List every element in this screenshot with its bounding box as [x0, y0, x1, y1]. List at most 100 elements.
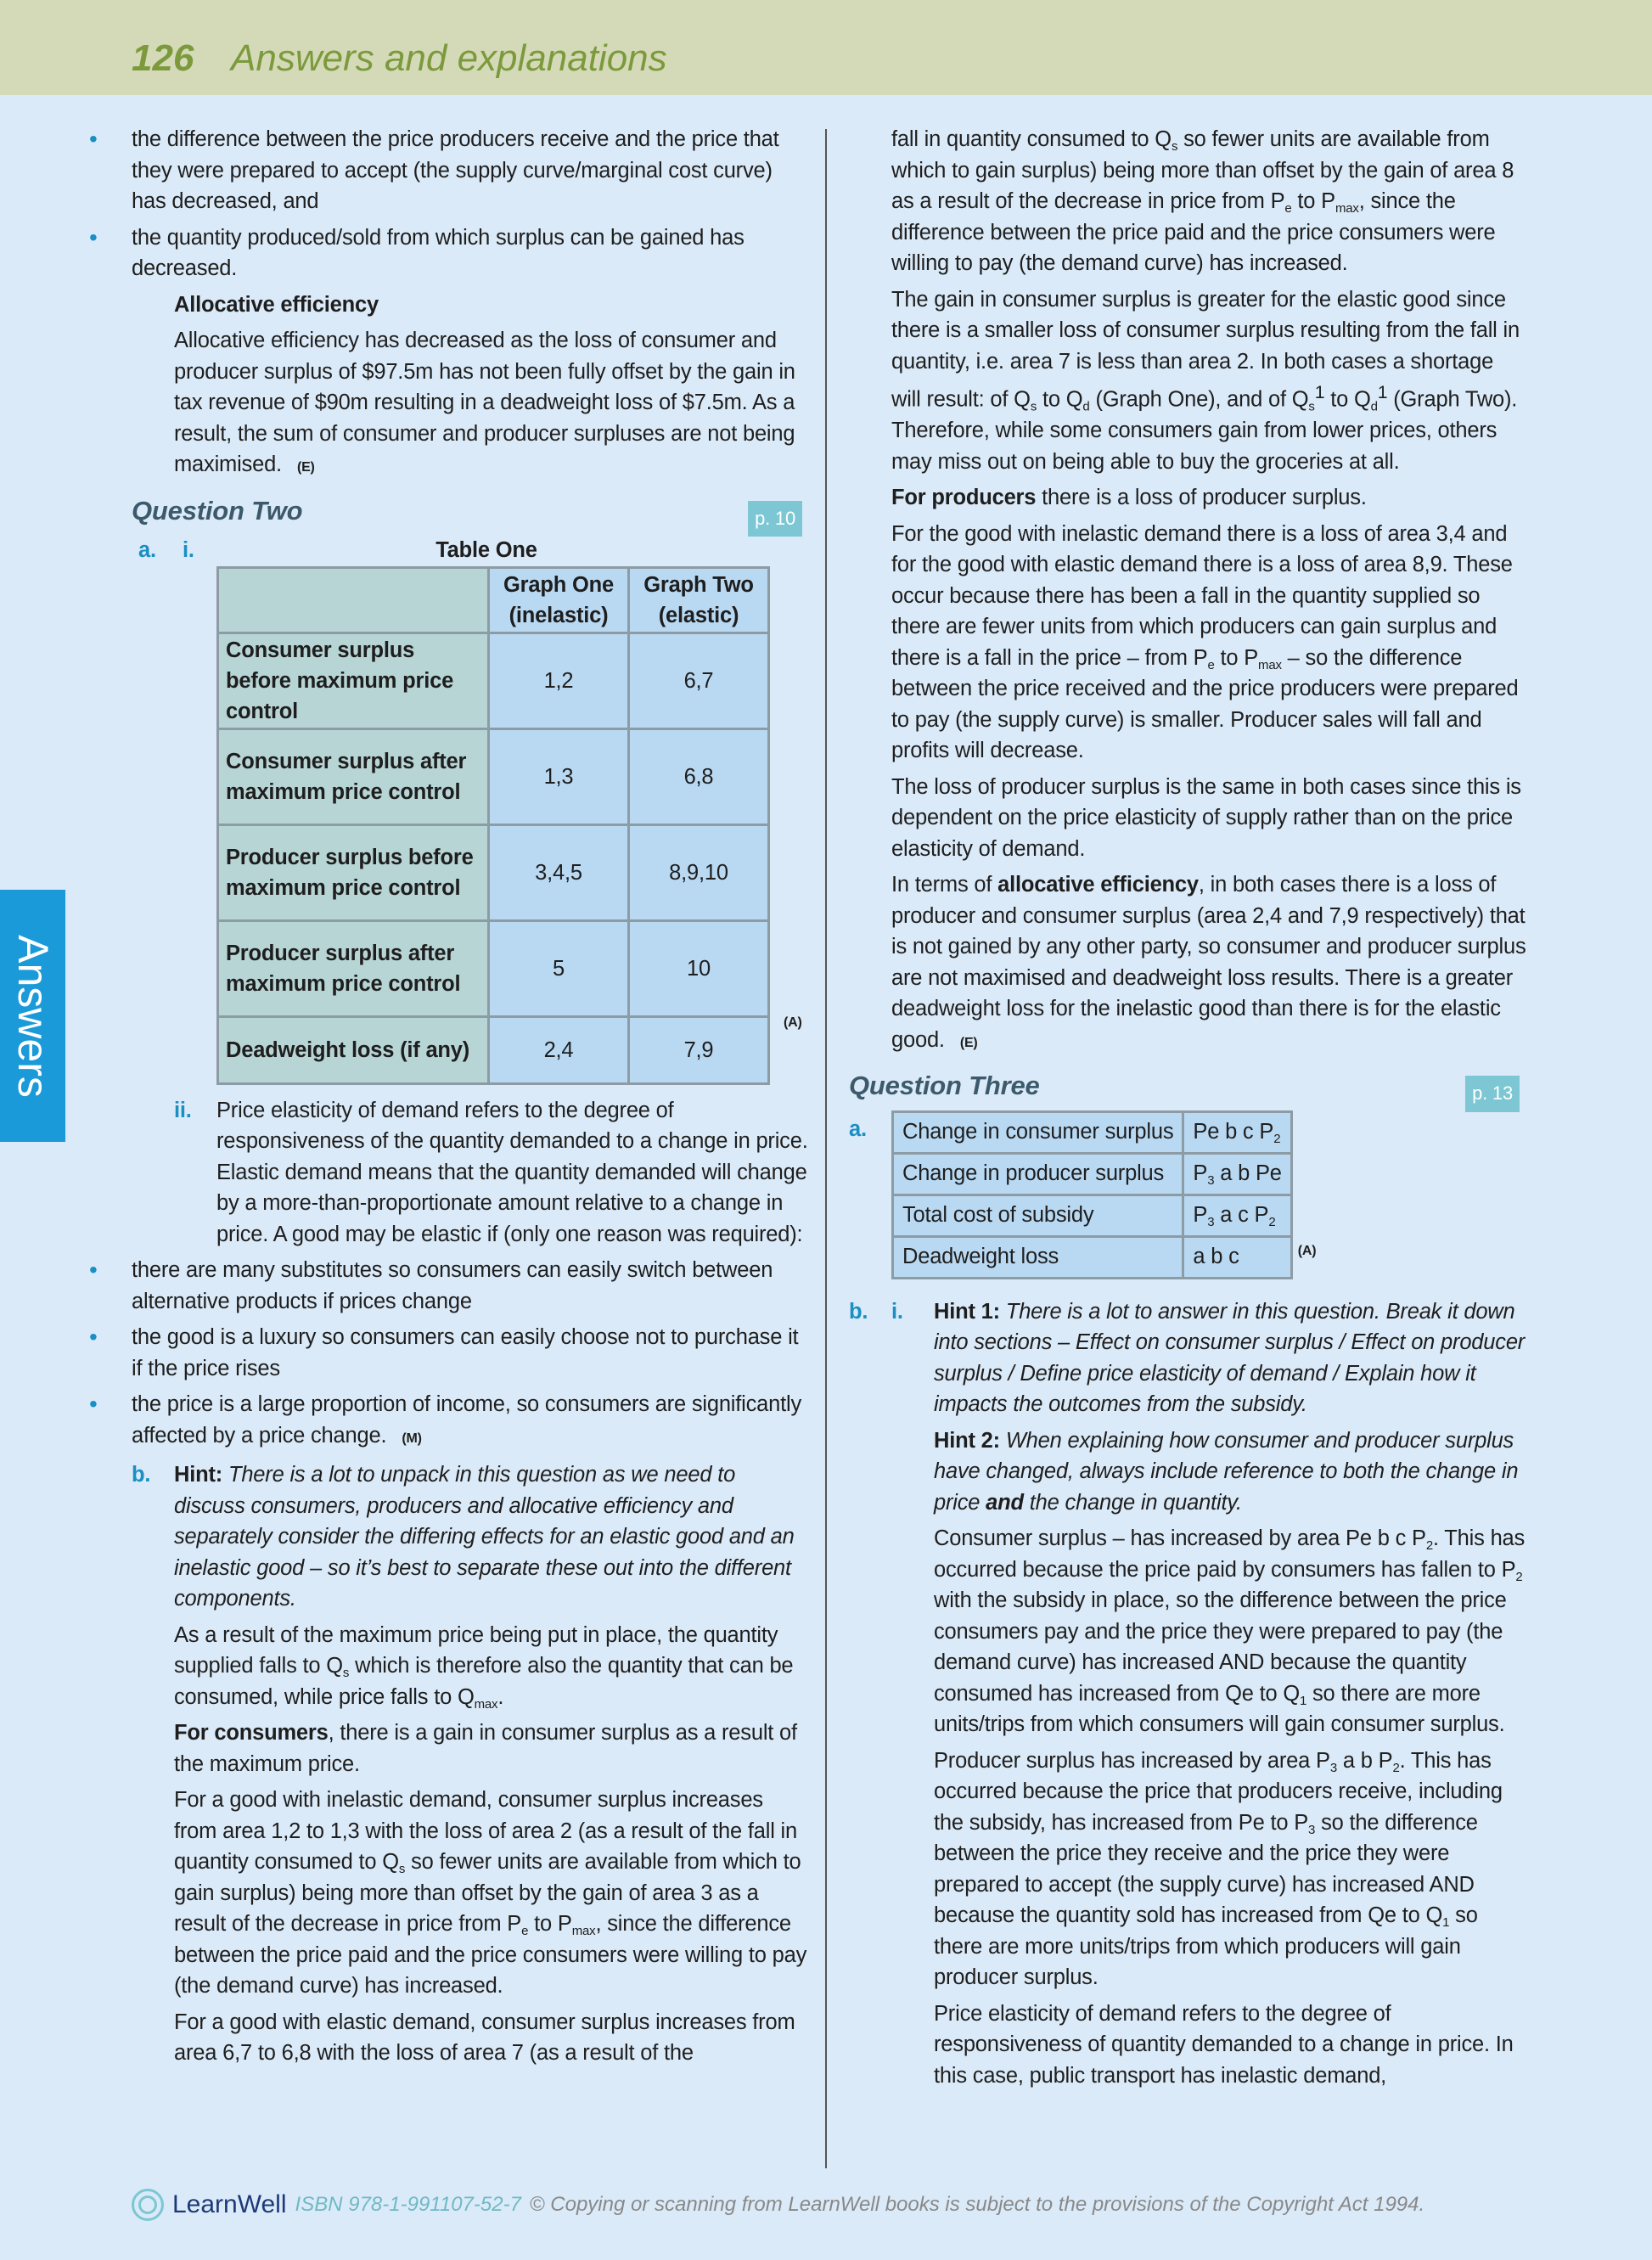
list-item: • the price is a large proportion of inco…	[89, 1389, 811, 1454]
table-row: Deadweight loss a b c	[891, 1234, 1293, 1279]
side-tab-label: Answers	[8, 934, 57, 1098]
paragraph: In terms of allocative efficiency, in bo…	[891, 869, 1528, 1059]
copyright-notice: © Copying or scanning from LearnWell boo…	[529, 2193, 1425, 2216]
bullet-text: there are many substitutes so consumers …	[132, 1258, 773, 1313]
table-row: Consumer surplus after maximum price con…	[216, 727, 770, 826]
cell: 6,8	[627, 727, 770, 826]
bullet-text: the good is a luxury so consumers can ea…	[132, 1325, 799, 1380]
bullet-icon: •	[89, 1324, 98, 1350]
cell: 10	[627, 919, 770, 1018]
mark-code: (A)	[1297, 1244, 1317, 1258]
footer: LearnWell ISBN 978-1-991107-52-7 © Copyi…	[132, 2189, 1424, 2221]
row-label: Producer surplus after maximum price con…	[216, 919, 490, 1018]
publisher-logo: LearnWell	[172, 2190, 287, 2218]
column-divider	[825, 129, 827, 2168]
page-title: Answers and explanations	[231, 37, 667, 79]
question-two-heading: Question Two p. 10	[132, 495, 811, 537]
q3-part-b: b. i. Hint 1: There is a lot to answer i…	[849, 1296, 1528, 2092]
list-item: • there are many substitutes so consumers…	[89, 1255, 811, 1317]
part-b: b. Hint: There is a lot to unpack in thi…	[132, 1459, 811, 2069]
cell: 7,9	[627, 1015, 770, 1085]
paragraph: Price elasticity of demand refers to the…	[216, 1098, 808, 1246]
cell: 3,4,5	[487, 823, 630, 922]
paragraph: The loss of producer surplus is the same…	[891, 774, 1521, 861]
page-reference[interactable]: p. 10	[748, 500, 802, 537]
side-tab-answers: Answers	[0, 890, 65, 1142]
paragraph: For producers there is a loss of produce…	[891, 486, 1367, 509]
label-i: i.	[183, 538, 194, 562]
cell: a b c	[1182, 1234, 1293, 1279]
page-header: 126 Answers and explanations	[0, 0, 1652, 95]
hint-paragraph: Hint: There is a lot to unpack in this q…	[174, 1463, 795, 1611]
table-caption: Table One	[435, 538, 537, 562]
cell: P3 a b Pe	[1182, 1151, 1293, 1196]
table-row: Change in consumer surplus Pe b c P2	[891, 1110, 1293, 1155]
table-row: Producer surplus before maximum price co…	[216, 823, 770, 922]
table-row: Change in producer surplus P3 a b Pe	[891, 1151, 1293, 1196]
cell: P3 a c P2	[1182, 1193, 1293, 1238]
q3-table-wrap: Change in consumer surplus Pe b c P2 Chan…	[891, 1110, 1528, 1279]
part-a-ii: ii. Price elasticity of demand refers to…	[89, 1095, 811, 1455]
question-three-heading: Question Three p. 13	[849, 1071, 1528, 1112]
isbn: ISBN 978-1-991107-52-7	[295, 2193, 521, 2216]
row-label: Deadweight loss	[891, 1234, 1185, 1279]
cell: 8,9,10	[627, 823, 770, 922]
bullet-text: the price is a large proportion of incom…	[132, 1392, 802, 1448]
table-row: Producer surplus after maximum price con…	[216, 919, 770, 1018]
hint-paragraph: Hint 1: There is a lot to answer in this…	[934, 1299, 1526, 1417]
mark-code: (E)	[296, 460, 315, 475]
paragraph: Consumer surplus – has increased by area…	[934, 1526, 1526, 1736]
row-label: Change in producer surplus	[891, 1151, 1185, 1196]
row-label: Total cost of subsidy	[891, 1193, 1185, 1238]
section-heading: Allocative efficiency	[174, 292, 379, 317]
row-label: Consumer surplus after maximum price con…	[216, 727, 490, 826]
paragraph: For a good with elastic demand, consumer…	[174, 2010, 795, 2066]
table-header-row: Graph One (inelastic) Graph Two (elastic…	[216, 565, 770, 634]
question-title: Question Two	[132, 495, 303, 526]
cell: 6,7	[627, 631, 770, 730]
table-row: Consumer surplus before maximum price co…	[216, 631, 770, 730]
paragraph-text: In terms of allocative efficiency, in bo…	[891, 873, 1526, 1052]
label-ii: ii.	[174, 1098, 192, 1122]
table-one: Graph One (inelastic) Graph Two (elastic…	[216, 565, 770, 1085]
bullet-icon: •	[89, 1391, 98, 1417]
table-one-wrap: Graph One (inelastic) Graph Two (elastic…	[216, 565, 811, 1085]
list-item: • the difference between the price produc…	[89, 124, 811, 217]
row-label: Consumer surplus before maximum price co…	[216, 631, 490, 730]
paragraph: Allocative efficiency has decreased as t…	[174, 325, 811, 484]
bullet-icon: •	[89, 1256, 98, 1283]
list-item: • the good is a luxury so consumers can e…	[89, 1322, 811, 1384]
label-b: b.	[849, 1299, 868, 1324]
cell: 1,3	[487, 727, 630, 826]
page-number: 126	[132, 37, 194, 79]
cell: 5	[487, 919, 630, 1018]
bullet-text: the quantity produced/sold from which su…	[132, 225, 745, 281]
table-header: Graph Two (elastic)	[627, 565, 770, 634]
mark-code: (E)	[959, 1035, 978, 1050]
q3-table: Change in consumer surplus Pe b c P2 Chan…	[891, 1110, 1293, 1279]
paragraph: Price elasticity of demand refers to the…	[934, 2001, 1514, 2088]
question-title: Question Three	[849, 1071, 1040, 1100]
paragraph-text: Allocative efficiency has decreased as t…	[174, 329, 795, 476]
page-reference[interactable]: p. 13	[1465, 1076, 1520, 1112]
paragraph: As a result of the maximum price being p…	[174, 1622, 794, 1712]
left-column: • the difference between the price produc…	[89, 124, 811, 2074]
learnwell-logo-icon	[132, 2189, 164, 2221]
table-row: Total cost of subsidy P3 a c P2	[891, 1193, 1293, 1238]
list-item: • the quantity produced/sold from which s…	[89, 222, 811, 284]
hint-paragraph: Hint 2: When explaining how consumer and…	[934, 1428, 1519, 1515]
bullet-icon: •	[89, 223, 98, 250]
label-a: a.	[138, 538, 156, 562]
paragraph: Producer surplus has increased by area P…	[934, 1748, 1503, 1990]
label-a: a.	[849, 1116, 867, 1141]
bullet-icon: •	[89, 126, 98, 152]
bullet-list: • there are many substitutes so consumers…	[89, 1255, 811, 1454]
row-label: Producer surplus before maximum price co…	[216, 823, 490, 922]
paragraph: The gain in consumer surplus is greater …	[891, 287, 1520, 474]
table-header: Graph One (inelastic)	[487, 565, 630, 634]
table-row: Deadweight loss (if any) 2,4 7,9	[216, 1015, 770, 1085]
row-label: Change in consumer surplus	[891, 1110, 1185, 1155]
part-a-i: a. i. Table One Graph One (inelastic) Gr…	[132, 535, 811, 1085]
mark-code: (A)	[784, 1015, 802, 1030]
label-b: b.	[132, 1463, 151, 1487]
